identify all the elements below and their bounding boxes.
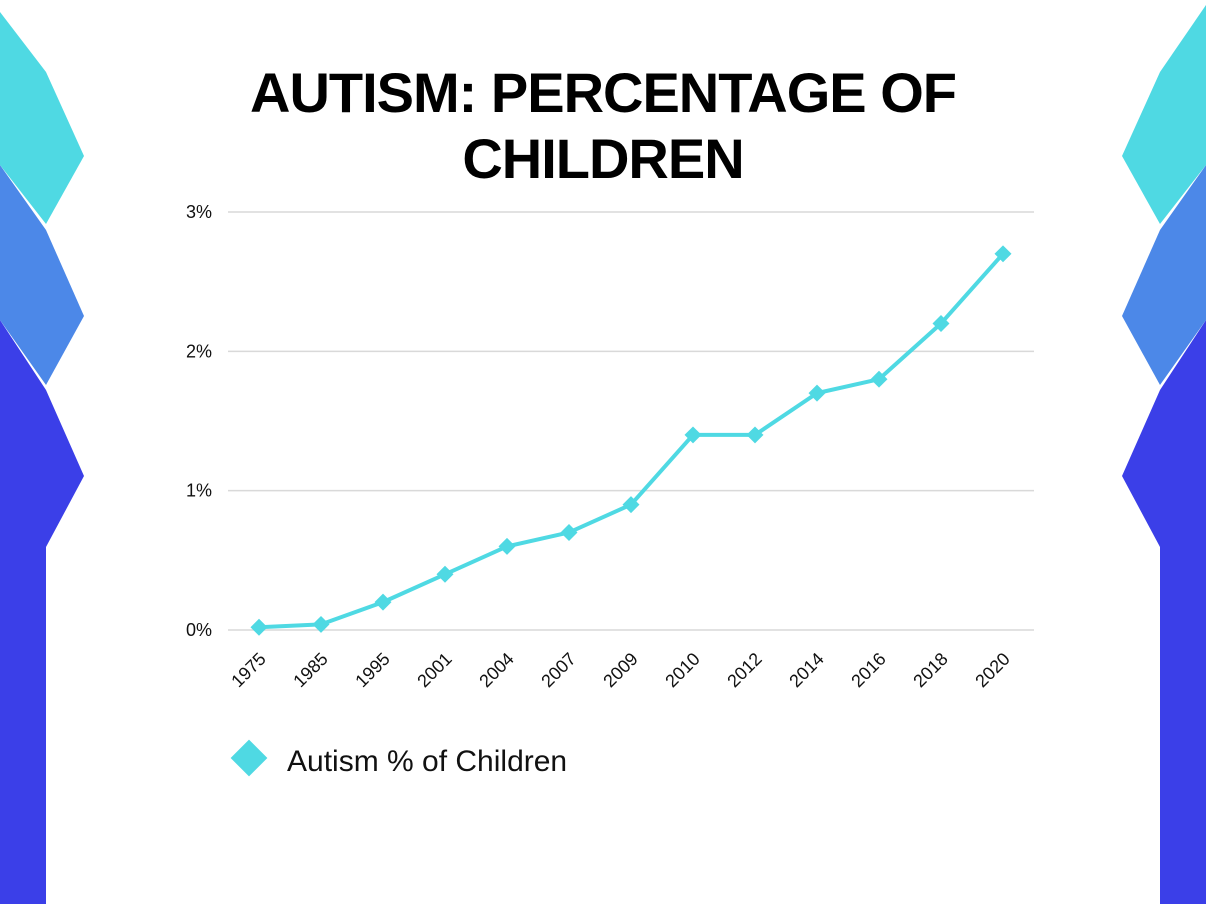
x-tick-label: 2020	[971, 649, 1013, 691]
x-tick-label: 2001	[413, 649, 455, 691]
y-tick-label: 2%	[186, 341, 212, 361]
y-tick-label: 0%	[186, 620, 212, 640]
right-blue-chevron	[1122, 320, 1206, 904]
chart-title: AUTISM: PERCENTAGE OF CHILDREN	[250, 61, 957, 190]
right-lightblue-chevron	[1122, 165, 1206, 385]
legend-marker-icon	[230, 739, 268, 777]
right-cyan-chevron	[1122, 5, 1206, 224]
data-point-marker	[498, 537, 516, 555]
data-point-marker	[994, 245, 1012, 263]
data-point-marker	[870, 370, 888, 388]
left-cyan-chevron	[0, 12, 84, 224]
legend: Autism % of Children	[230, 739, 567, 778]
gridlines	[228, 211, 1034, 631]
left-lightblue-chevron	[0, 165, 84, 385]
legend-label: Autism % of Children	[287, 745, 567, 778]
y-tick-label: 3%	[186, 202, 212, 222]
y-tick-label: 1%	[186, 481, 212, 501]
x-tick-label: 2016	[847, 649, 889, 691]
x-tick-label: 1975	[227, 649, 269, 691]
x-tick-label: 2007	[537, 649, 579, 691]
data-point-marker	[374, 593, 392, 611]
data-point-marker	[560, 523, 578, 541]
x-tick-label: 2010	[661, 649, 703, 691]
x-tick-label: 2018	[909, 649, 951, 691]
x-tick-label: 2014	[785, 649, 827, 691]
x-tick-label: 1985	[289, 649, 331, 691]
data-point-marker	[746, 426, 764, 444]
data-point-marker	[808, 384, 826, 402]
y-axis-ticks: 0% 1% 2% 3%	[186, 202, 212, 640]
x-axis-ticks: 1975 1985 1995 2001 2004 2007 2009 2010 2012 2014…	[227, 649, 1013, 691]
series-line	[258, 252, 1005, 630]
data-point-marker	[250, 618, 268, 636]
left-blue-chevron	[0, 320, 84, 904]
data-point-marker	[312, 615, 330, 633]
x-tick-label: 2009	[599, 649, 641, 691]
data-point-marker	[932, 314, 950, 332]
series-group	[250, 245, 1012, 636]
x-tick-label: 2004	[475, 649, 517, 691]
data-point-marker	[622, 496, 640, 514]
data-point-marker	[684, 426, 702, 444]
x-tick-label: 2012	[723, 649, 765, 691]
x-tick-label: 1995	[351, 649, 393, 691]
data-point-marker	[436, 565, 454, 583]
